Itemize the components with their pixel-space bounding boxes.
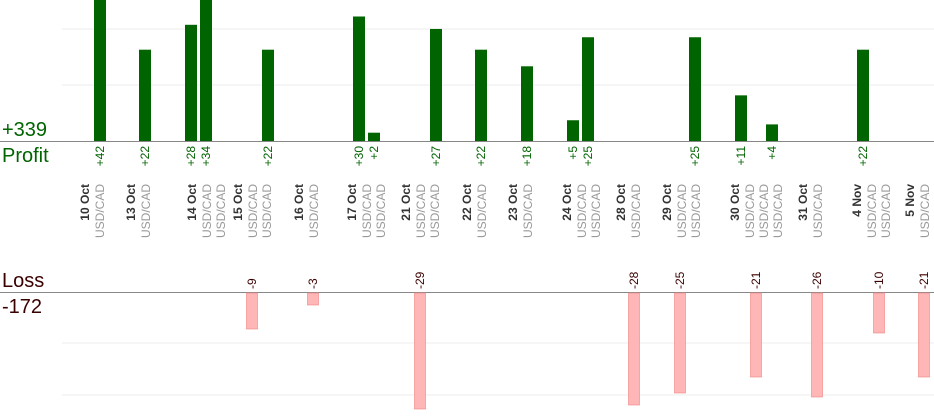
pair-tick-label: USD/CAD	[307, 184, 321, 238]
profit-bar	[689, 37, 701, 141]
profit-bar	[200, 0, 212, 141]
profit-bar	[582, 37, 594, 141]
pair-tick-label: USD/CAD	[521, 184, 535, 238]
loss-bar	[918, 292, 930, 378]
loss-bar	[811, 292, 823, 398]
pair-tick-label: USD/CAD	[629, 184, 643, 238]
profit-bar	[766, 124, 778, 141]
loss-data-label: -21	[749, 271, 763, 289]
pair-tick-label: USD/CAD	[428, 184, 442, 238]
loss-bar	[750, 292, 762, 378]
profit-total: +339	[2, 119, 48, 141]
profit-data-label: +5	[566, 146, 580, 160]
profit-bar	[857, 49, 869, 142]
loss-bar	[674, 292, 686, 394]
date-tick-label: 28 Oct	[614, 184, 628, 221]
date-tick-label: 10 Oct	[78, 184, 92, 221]
loss-label: Loss	[2, 270, 45, 292]
pair-tick-label: USD/CAD	[918, 184, 932, 238]
date-tick-label: 23 Oct	[506, 184, 520, 221]
loss-data-label: -21	[917, 271, 931, 289]
pair-tick-label: USD/CAD	[575, 184, 589, 238]
date-tick-label: 31 Oct	[796, 184, 810, 221]
profit-data-label: +18	[520, 146, 534, 167]
pair-tick-label: USD/CAD	[675, 184, 689, 238]
pair-tick-label: USD/CAD	[865, 184, 879, 238]
date-tick-label: 4 Nov	[850, 184, 864, 217]
pair-tick-label: USD/CAD	[139, 184, 153, 238]
pair-tick-label: USD/CAD	[879, 184, 893, 238]
profit-data-label: +25	[688, 146, 702, 167]
profit-data-label: +27	[429, 146, 443, 167]
profit-data-label: +30	[352, 146, 366, 167]
loss-bar	[307, 292, 319, 306]
date-tick-label: 29 Oct	[660, 184, 674, 221]
pair-tick-label: USD/CAD	[743, 184, 757, 238]
profit-bar	[94, 0, 106, 141]
loss-bar	[414, 292, 426, 410]
pair-tick-label: USD/CAD	[771, 184, 785, 238]
loss-data-label: -28	[627, 271, 641, 289]
profit-bar	[262, 49, 274, 142]
loss-bar	[873, 292, 885, 334]
loss-data-label: -25	[673, 271, 687, 289]
profit-data-label: +25	[581, 146, 595, 167]
date-tick-label: 13 Oct	[124, 184, 138, 221]
date-tick-label: 15 Oct	[231, 184, 245, 221]
profit-data-label: +34	[199, 146, 213, 167]
loss-total: -172	[2, 296, 43, 318]
profit-bar	[475, 49, 487, 142]
pair-tick-label: USD/CAD	[200, 184, 214, 238]
pair-tick-label: USD/CAD	[475, 184, 489, 238]
date-tick-label: 30 Oct	[728, 184, 742, 221]
profit-data-label: +11	[734, 146, 748, 166]
loss-data-label: -10	[872, 271, 886, 289]
profit-label: Profit	[2, 145, 49, 167]
date-tick-label: 5 Nov	[903, 184, 917, 217]
profit-bar	[185, 24, 197, 141]
profit-data-label: +22	[856, 146, 870, 167]
profit-bar	[567, 120, 579, 141]
loss-bar	[246, 292, 258, 330]
loss-data-label: -3	[306, 278, 320, 289]
pair-tick-label: USD/CAD	[260, 184, 274, 238]
date-tick-label: 17 Oct	[345, 184, 359, 221]
pair-tick-label: USD/CAD	[93, 184, 107, 238]
pair-tick-label: USD/CAD	[757, 184, 771, 238]
date-tick-label: 24 Oct	[560, 184, 574, 221]
pair-tick-label: USD/CAD	[214, 184, 228, 238]
date-tick-label: 16 Oct	[292, 184, 306, 221]
profit-data-label: +2	[367, 146, 381, 160]
date-tick-label: 21 Oct	[399, 184, 413, 221]
loss-data-label: -26	[810, 271, 824, 289]
loss-data-label: -29	[413, 271, 427, 289]
profit-bar	[368, 132, 380, 141]
profit-data-label: +22	[138, 146, 152, 167]
profit-data-label: +4	[765, 146, 779, 160]
profit-data-label: +22	[474, 146, 488, 167]
loss-data-label: -9	[245, 278, 259, 289]
profit-data-label: +42	[93, 146, 107, 167]
pair-tick-label: USD/CAD	[689, 184, 703, 238]
profit-bar	[521, 66, 533, 141]
pair-tick-label: USD/CAD	[589, 184, 603, 238]
pair-tick-label: USD/CAD	[811, 184, 825, 238]
profit-bar	[353, 16, 365, 141]
loss-bar	[628, 292, 640, 406]
date-tick-label: 22 Oct	[460, 184, 474, 221]
pair-tick-label: USD/CAD	[246, 184, 260, 238]
pair-tick-label: USD/CAD	[374, 184, 388, 238]
profit-bar	[139, 49, 151, 142]
pair-tick-label: USD/CAD	[414, 184, 428, 238]
profit-bar	[430, 28, 442, 142]
profit-bar	[735, 95, 747, 141]
date-tick-label: 14 Oct	[185, 184, 199, 221]
profit-data-label: +28	[184, 146, 198, 167]
profit-data-label: +22	[261, 146, 275, 167]
pair-tick-label: USD/CAD	[360, 184, 374, 238]
